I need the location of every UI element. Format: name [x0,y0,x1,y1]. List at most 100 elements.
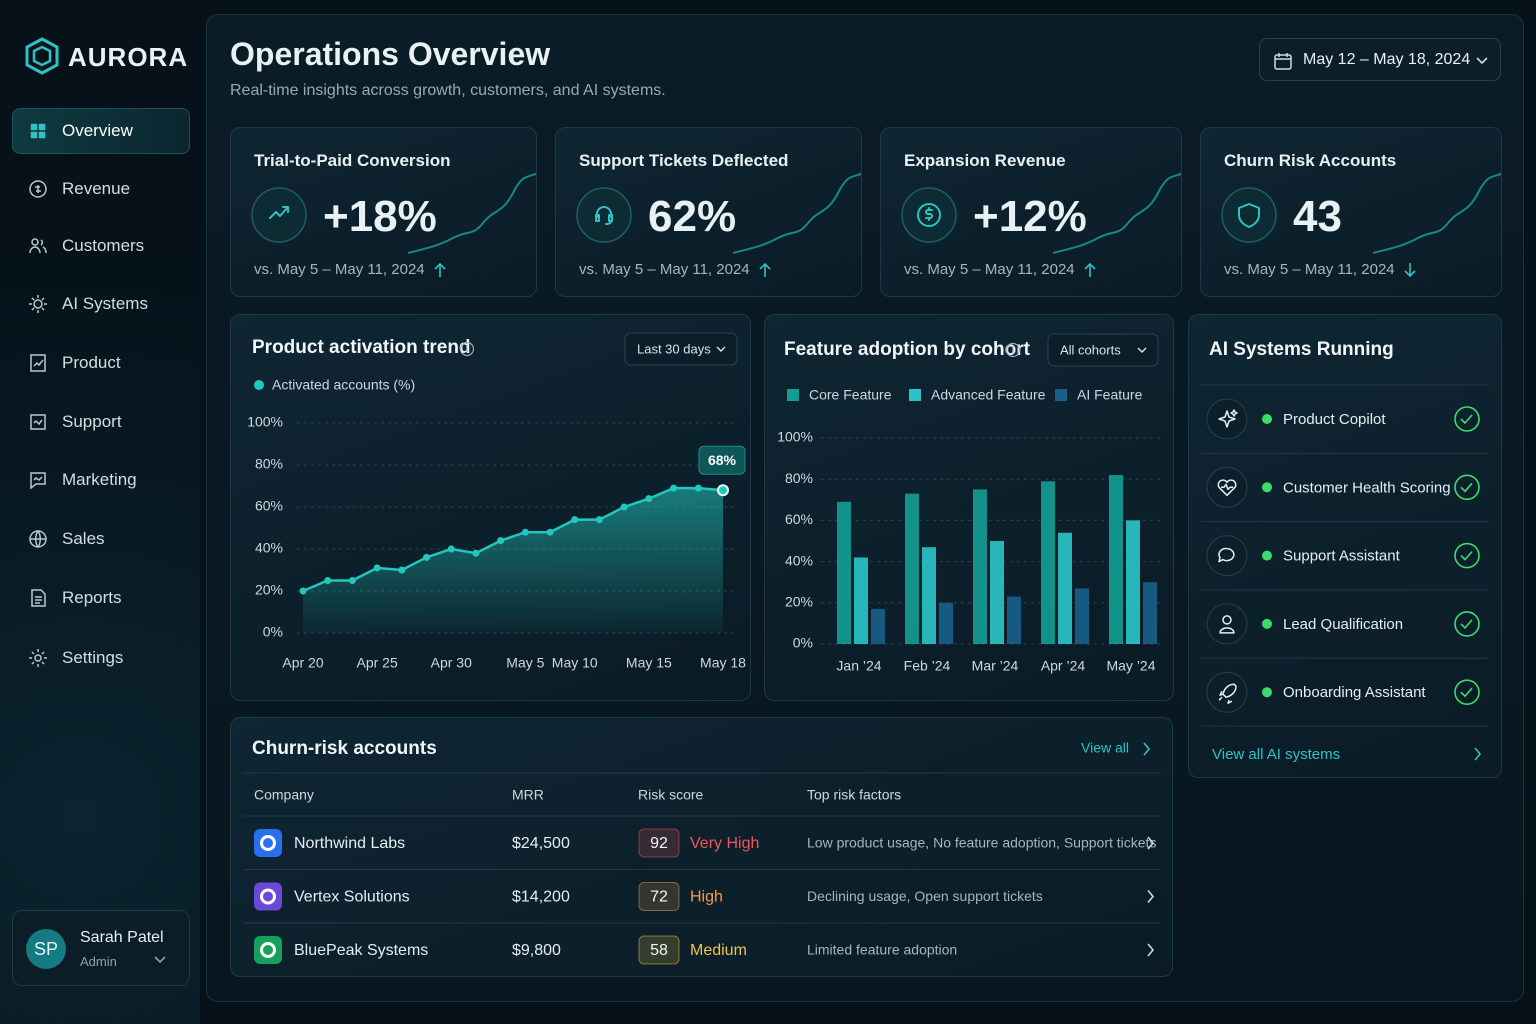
table-row[interactable]: BluePeak Systems $9,800 58 Medium Limited fe… [254,935,1155,965]
status-check [1454,542,1480,569]
nav-item[interactable]: Sales [62,529,105,548]
nav-item[interactable]: Reports [62,588,122,607]
risk-factors: Declining usage, Open support tickets [807,888,1043,904]
nav-icon [30,472,46,490]
icon-glyph [595,206,613,225]
status-check [1460,482,1473,493]
x-tick-label: Jan ’24 [836,658,881,674]
info-icon [466,344,468,347]
dropdown[interactable]: Last 30 days [624,332,738,366]
logo-icon [25,37,59,75]
kpi-card: Expansion Revenue +12% vs. May 5 – May 11,… [880,127,1182,297]
kpi-label: Expansion Revenue [904,151,1066,170]
table-row[interactable]: Vertex Solutions $14,200 72 High Declining u… [254,882,1155,911]
chevron [1474,747,1482,761]
nav-item[interactable]: Overview [62,121,133,140]
churn-table-card: Churn-risk accounts View all Company MRR Ris… [230,717,1173,977]
brand: AURORA [68,42,189,72]
y-tick-label: 60% [785,511,813,527]
sparkline-path [1053,172,1181,254]
icon-path [1217,479,1237,497]
kpi-card: Churn Risk Accounts 43 vs. May 5 – May 11,… [1200,127,1502,297]
ai-systems-list: AI Systems Running Product Copilot Custome… [1201,339,1489,763]
data-point [670,484,678,492]
nav-item[interactable]: AI Systems [62,294,148,313]
chevron [1147,889,1155,904]
icon-path [30,472,46,490]
chevron [1137,347,1147,353]
x-tick-label: Apr ’24 [1041,658,1086,674]
date-picker[interactable]: May 12 – May 18, 2024 [1259,38,1501,81]
kpi-label: Support Tickets Deflected [579,151,789,170]
data-point [299,587,307,595]
company-name: Vertex Solutions [294,889,410,906]
icon-path [1218,409,1238,428]
x-tick-label: May 15 [626,655,672,671]
link-text: View all AI systems [1212,746,1340,763]
kpi-label: Trial-to-Paid Conversion [254,151,451,170]
data-point [324,577,332,584]
bar [1143,582,1157,644]
nav-icon [31,589,46,607]
legend-swatch [909,389,921,401]
view-all-link[interactable]: View all AI systems [1212,746,1482,763]
legend-swatch [787,389,799,401]
kpi-card: Support Tickets Deflected 62% vs. May 5 – … [555,127,862,297]
line-chart: Product activation trend Last 30 days Acti… [247,332,746,671]
icon-ring [1221,187,1277,243]
data-point [595,516,603,524]
nav-item[interactable]: Customers [62,236,145,255]
arrow-path [434,262,446,277]
y-tick-label: 60% [255,498,283,514]
data-point [497,537,505,545]
status-check [1460,414,1473,425]
line [302,486,724,593]
user-card[interactable]: SP Sarah Patel Admin [12,910,190,986]
nav-item[interactable]: Revenue [62,179,131,198]
bar [871,608,885,644]
y-tick-label: 100% [247,414,283,430]
data-point [571,516,579,524]
chevron [1143,742,1151,756]
page-title: Operations Overview [230,36,551,72]
bar [973,489,987,644]
column-header: MRR [512,787,544,803]
nav-item[interactable]: Product [62,353,121,372]
nav-icon [29,238,47,254]
line-chart-card: Product activation trend Last 30 days Acti… [230,314,751,701]
dropdown[interactable]: All cohorts [1047,333,1159,367]
trend-arrow [1084,262,1096,277]
legend-swatch [1055,389,1067,401]
status-check [1460,551,1473,561]
kpi-value: 62% [648,192,737,241]
kpi-comparison: vs. May 5 – May 11, 2024 [1224,261,1395,278]
column-header: Company [254,787,314,803]
y-tick-label: 20% [255,582,283,598]
x-tick-label: May 5 [506,655,544,671]
bar [837,501,851,644]
churn-table: Churn-risk accounts View all Company MRR Ris… [243,738,1161,965]
bar-chart-card: Feature adoption by cohort All cohorts Cor… [764,314,1174,701]
info-icon [1012,345,1014,348]
chevron [1147,943,1155,957]
bar [1007,596,1021,644]
data-point [398,566,406,574]
kpi-value: +12% [973,192,1087,241]
nav-item[interactable]: Settings [62,648,124,667]
system-icon [1217,479,1237,497]
x-tick-label: May 10 [552,655,598,671]
chevron [716,346,726,352]
company-name: BluePeak Systems [294,942,428,959]
view-all-link[interactable]: View all [1081,740,1151,756]
nav-item[interactable]: Support [62,412,122,431]
chart-title: Feature adoption by cohort [784,339,1031,360]
nav-icon [29,180,47,198]
sparkline [1053,172,1181,254]
data-point [423,553,431,561]
table-row[interactable]: Northwind Labs $24,500 92 Very High Low prod… [254,828,1156,858]
nav-item[interactable]: Marketing [62,470,137,489]
nav-icon [30,354,46,372]
risk-badge [638,935,680,965]
system-name: Customer Health Scoring [1283,479,1451,496]
